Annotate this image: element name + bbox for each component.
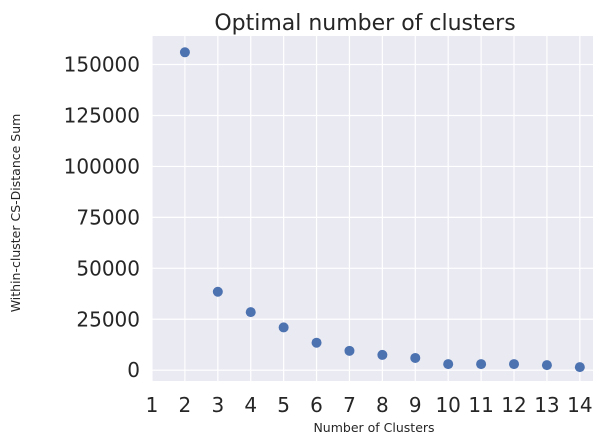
x-axis-label: Number of Clusters (313, 420, 434, 435)
y-tick-label: 75000 (76, 205, 140, 229)
x-tick-label: 4 (244, 393, 257, 417)
data-point (443, 359, 454, 370)
data-point (574, 362, 585, 373)
y-axis-ticks: 0 25000 50000 75000 100000 125000 150000 (64, 53, 140, 383)
y-axis-label: Within-cluster CS-Distance Sum (8, 114, 23, 313)
y-tick-label: 25000 (76, 307, 140, 331)
data-point (311, 337, 322, 348)
x-tick-label: 12 (501, 393, 526, 417)
x-axis-ticks: 1 2 3 4 5 6 7 8 9 10 11 12 13 14 (146, 393, 593, 417)
y-tick-label: 0 (127, 358, 140, 382)
x-tick-label: 1 (146, 393, 159, 417)
x-tick-label: 10 (435, 393, 460, 417)
y-tick-label: 100000 (64, 154, 140, 178)
y-tick-label: 150000 (64, 53, 140, 77)
x-tick-label: 3 (211, 393, 224, 417)
data-point (476, 359, 487, 370)
data-point (541, 360, 552, 371)
data-point (245, 307, 256, 318)
x-tick-label: 13 (534, 393, 559, 417)
grid-lines (151, 36, 593, 381)
data-point (377, 349, 388, 360)
x-tick-label: 11 (468, 393, 493, 417)
y-tick-label: 125000 (64, 103, 140, 127)
data-point (509, 359, 520, 370)
y-tick-label: 50000 (76, 256, 140, 280)
plot-area (152, 36, 593, 381)
data-point (179, 47, 190, 58)
data-points (179, 47, 585, 373)
chart-title: Optimal number of clusters (214, 11, 515, 36)
x-tick-label: 9 (409, 393, 422, 417)
x-tick-label: 8 (376, 393, 389, 417)
x-tick-label: 2 (179, 393, 192, 417)
data-point (278, 322, 289, 333)
x-tick-label: 7 (343, 393, 356, 417)
x-tick-label: 14 (567, 393, 592, 417)
data-point (212, 286, 223, 297)
x-tick-label: 6 (310, 393, 323, 417)
x-tick-label: 5 (277, 393, 290, 417)
data-point (344, 345, 355, 356)
data-point (410, 352, 421, 363)
